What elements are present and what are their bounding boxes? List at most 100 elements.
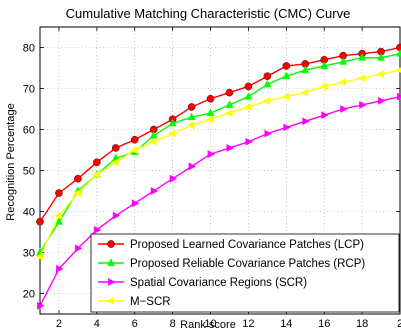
series-3 — [35, 67, 401, 261]
legend-label: Spatial Covariance Regions (SCR) — [130, 277, 307, 289]
data-point — [35, 252, 43, 261]
data-point — [54, 211, 62, 220]
series-0 — [36, 43, 401, 226]
data-point — [245, 137, 254, 146]
data-point — [378, 96, 386, 105]
data-point — [262, 96, 271, 105]
legend-label: Proposed Reliable Covariance Patches (RC… — [130, 258, 365, 270]
data-point — [56, 264, 64, 273]
data-point — [37, 301, 45, 310]
data-point — [74, 244, 83, 253]
y-tick-label: 30 — [23, 248, 35, 260]
data-point — [73, 189, 81, 197]
data-point — [395, 67, 401, 73]
data-point — [321, 111, 329, 120]
data-point — [150, 187, 159, 195]
data-point — [111, 144, 120, 152]
data-point — [188, 162, 197, 171]
legend-entry: M−SCR — [98, 296, 171, 308]
x-axis-title: Rank score — [180, 319, 236, 331]
legend-label: Proposed Learned Covariance Patches (LCP… — [130, 239, 364, 251]
data-point — [187, 112, 196, 121]
legend-label: M−SCR — [130, 296, 171, 308]
data-point — [338, 78, 347, 87]
data-point — [74, 174, 82, 183]
data-point — [224, 109, 233, 118]
y-tick-label: 40 — [23, 207, 35, 219]
x-tick-label: 14 — [280, 318, 292, 330]
data-point — [186, 121, 195, 130]
data-point — [320, 61, 329, 69]
data-point — [300, 88, 309, 97]
series-line — [39, 96, 401, 307]
data-point — [93, 226, 102, 234]
data-point — [358, 53, 367, 61]
x-tick-label: 18 — [356, 318, 368, 330]
legend-marker — [107, 258, 115, 266]
data-point — [130, 135, 139, 144]
data-point — [396, 49, 401, 57]
data-point — [112, 211, 121, 220]
data-point — [205, 115, 214, 124]
data-point — [243, 103, 252, 111]
y-tick-label: 20 — [23, 289, 35, 301]
x-tick-label: 4 — [94, 318, 100, 330]
data-point — [244, 82, 253, 91]
legend-marker — [106, 297, 114, 305]
data-point — [225, 88, 234, 97]
legend-marker — [108, 278, 116, 286]
y-axis-title: Recognition Percentage — [5, 103, 17, 220]
data-point — [226, 144, 235, 152]
legend-marker — [107, 240, 115, 248]
data-point — [131, 199, 140, 208]
data-point — [169, 174, 178, 183]
data-point — [149, 131, 158, 139]
data-point — [357, 74, 366, 83]
series-2 — [37, 92, 401, 310]
data-point — [377, 53, 385, 61]
data-point — [281, 92, 290, 101]
x-tick-label: 10 — [204, 318, 216, 330]
data-point — [168, 118, 177, 127]
x-tick-label: 12 — [242, 318, 254, 330]
y-tick-label: 60 — [23, 125, 35, 137]
legend-box — [90, 233, 400, 313]
data-point — [376, 70, 384, 79]
data-point — [207, 150, 216, 159]
data-point — [92, 170, 100, 179]
data-point — [149, 137, 157, 146]
data-point — [225, 100, 234, 108]
data-point — [319, 82, 328, 91]
data-point — [130, 146, 138, 154]
data-point — [340, 105, 348, 113]
data-point — [282, 71, 291, 80]
data-point — [93, 158, 101, 167]
data-point — [36, 217, 44, 226]
data-point — [283, 123, 291, 132]
data-point — [339, 57, 348, 65]
data-point — [187, 103, 196, 111]
legend: Proposed Learned Covariance Patches (LCP… — [90, 233, 400, 313]
legend-entry: Proposed Learned Covariance Patches (LCP… — [98, 239, 364, 251]
data-point — [167, 129, 176, 138]
y-tick-label: 50 — [23, 166, 35, 178]
data-point — [264, 129, 273, 138]
data-point — [282, 62, 291, 70]
legend-entry: Spatial Covariance Regions (SCR) — [98, 277, 307, 289]
data-point — [111, 158, 119, 167]
data-point — [302, 117, 310, 126]
data-point — [263, 72, 272, 80]
legend-entry: Proposed Reliable Covariance Patches (RC… — [98, 258, 365, 270]
data-point — [206, 108, 215, 117]
x-tick-label: 8 — [170, 318, 176, 330]
series-layer — [35, 43, 401, 310]
data-point — [359, 100, 367, 109]
data-point — [244, 92, 253, 100]
x-tick-label: 2 — [56, 318, 62, 330]
axes-layer: 2 4 6 8 10 12 14 16 18 2 20 30 40 50 60 70 80 — [23, 26, 401, 330]
x-tick-label: 16 — [318, 318, 330, 330]
x-tick-label: 6 — [132, 318, 138, 330]
chart-title: Cumulative Matching Characteristic (CMC)… — [66, 6, 351, 21]
